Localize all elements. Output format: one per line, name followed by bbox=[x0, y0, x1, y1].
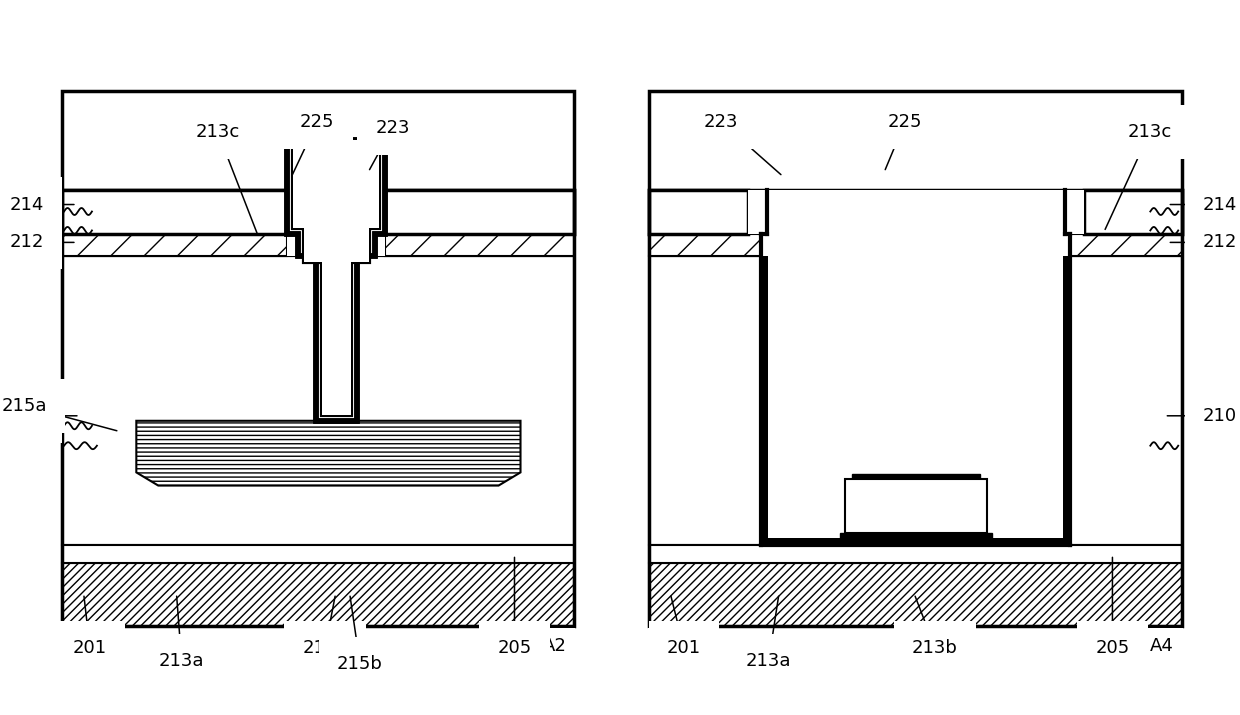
Bar bbox=[62, 189, 574, 235]
Polygon shape bbox=[649, 235, 761, 257]
Polygon shape bbox=[288, 139, 384, 235]
Text: 214: 214 bbox=[10, 195, 74, 214]
Text: 210: 210 bbox=[1167, 407, 1238, 425]
Bar bbox=[649, 91, 1182, 626]
Text: 201: 201 bbox=[73, 596, 107, 657]
Text: 214: 214 bbox=[1171, 195, 1238, 214]
Polygon shape bbox=[288, 189, 384, 235]
Polygon shape bbox=[649, 189, 748, 235]
Bar bbox=[62, 546, 574, 563]
Polygon shape bbox=[384, 189, 574, 235]
Bar bbox=[649, 189, 1182, 235]
Text: 213c: 213c bbox=[196, 123, 258, 235]
Bar bbox=[649, 563, 1182, 626]
Bar bbox=[62, 563, 574, 626]
Text: 201: 201 bbox=[667, 596, 701, 657]
Polygon shape bbox=[298, 235, 374, 257]
Bar bbox=[761, 538, 1070, 546]
Bar bbox=[761, 235, 768, 546]
Text: 212: 212 bbox=[10, 233, 74, 252]
Text: A3: A3 bbox=[657, 637, 681, 655]
Polygon shape bbox=[844, 478, 987, 533]
Bar bbox=[748, 189, 766, 235]
Polygon shape bbox=[62, 189, 288, 235]
Text: 213b: 213b bbox=[303, 596, 348, 657]
Polygon shape bbox=[136, 421, 521, 485]
Text: 210: 210 bbox=[10, 407, 77, 425]
Text: 225: 225 bbox=[885, 113, 923, 169]
Bar bbox=[62, 91, 574, 626]
Text: 213b: 213b bbox=[913, 596, 959, 657]
Polygon shape bbox=[761, 235, 1070, 257]
Bar bbox=[62, 235, 574, 257]
Text: 225: 225 bbox=[293, 113, 335, 174]
Text: 213c: 213c bbox=[1105, 123, 1172, 230]
Polygon shape bbox=[294, 139, 378, 415]
Polygon shape bbox=[316, 257, 357, 421]
Polygon shape bbox=[294, 139, 378, 415]
Text: 205: 205 bbox=[497, 557, 532, 657]
Polygon shape bbox=[839, 473, 992, 538]
Text: A1: A1 bbox=[69, 637, 94, 655]
Text: A2: A2 bbox=[542, 637, 567, 655]
Polygon shape bbox=[384, 235, 574, 257]
Polygon shape bbox=[288, 235, 384, 257]
Bar bbox=[62, 257, 574, 546]
Polygon shape bbox=[761, 235, 1070, 546]
Bar bbox=[649, 257, 1182, 546]
Text: 215b: 215b bbox=[337, 596, 383, 673]
Polygon shape bbox=[62, 235, 288, 257]
Polygon shape bbox=[1070, 235, 1182, 257]
Text: 223: 223 bbox=[370, 119, 409, 169]
Text: 205: 205 bbox=[1095, 557, 1130, 657]
Bar bbox=[1065, 189, 1084, 235]
Text: 213a: 213a bbox=[159, 596, 205, 670]
Text: 213a: 213a bbox=[746, 596, 791, 670]
Polygon shape bbox=[768, 235, 1063, 538]
Bar bbox=[649, 235, 1182, 257]
Text: 212: 212 bbox=[1171, 233, 1238, 252]
Polygon shape bbox=[766, 189, 1065, 235]
Polygon shape bbox=[748, 189, 1084, 235]
Text: 223: 223 bbox=[704, 113, 781, 174]
Text: 215a: 215a bbox=[1, 397, 117, 430]
Polygon shape bbox=[748, 189, 1084, 235]
Bar bbox=[649, 546, 1182, 563]
Bar bbox=[1063, 235, 1070, 546]
Text: A4: A4 bbox=[1151, 637, 1174, 655]
Polygon shape bbox=[1084, 189, 1182, 235]
